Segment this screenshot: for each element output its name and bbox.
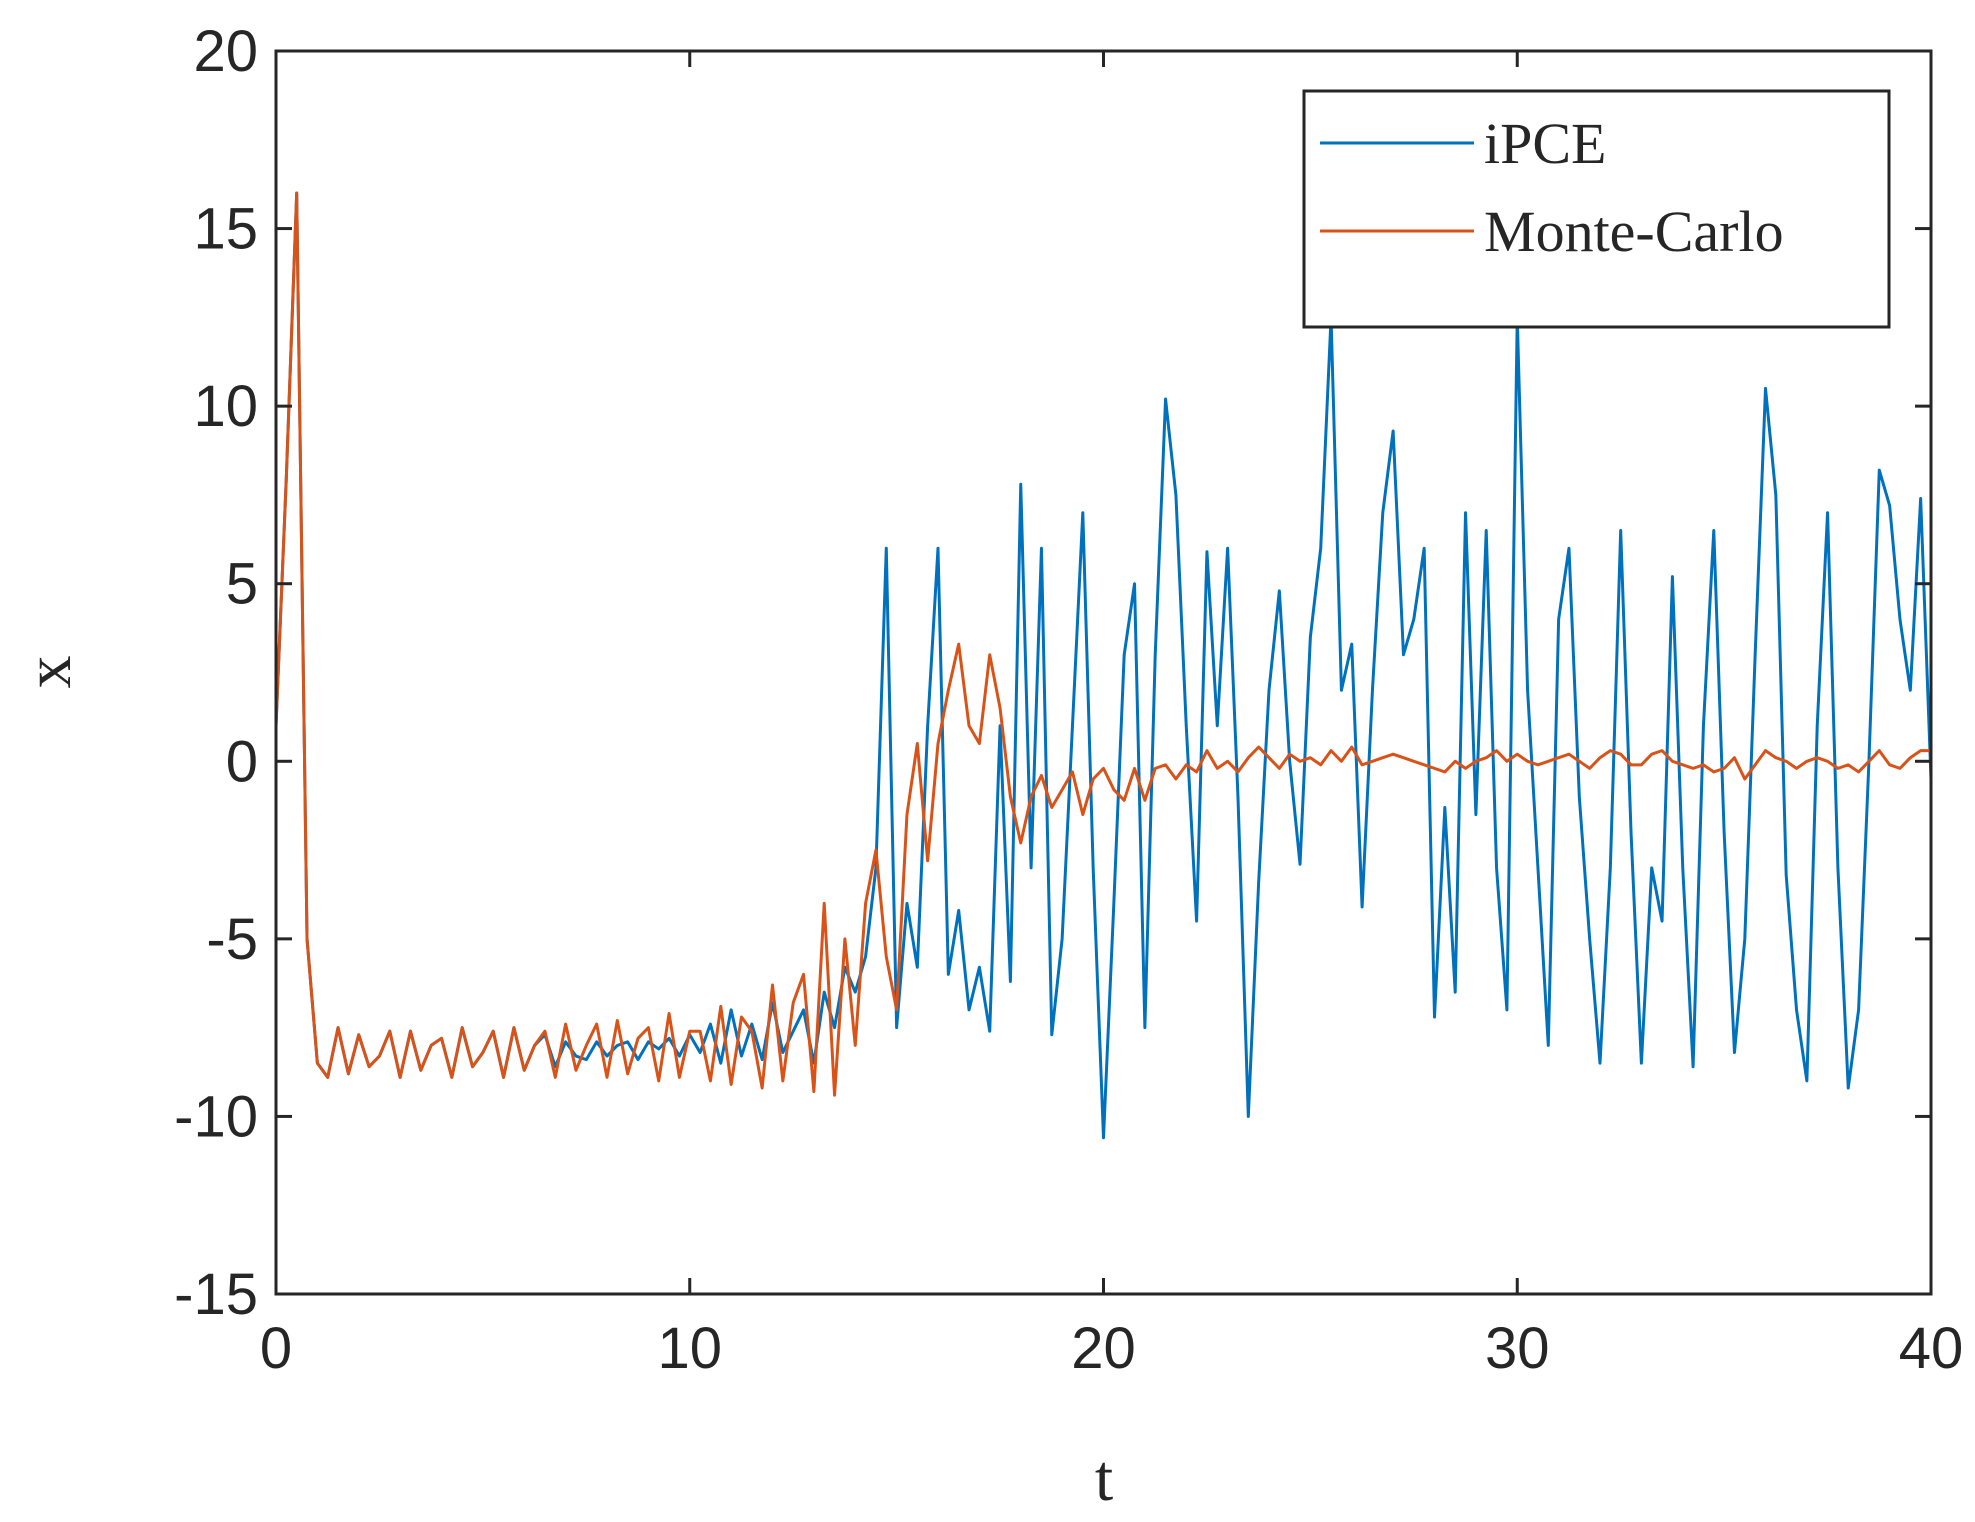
y-tick-label: 20 [193,19,258,84]
x-tick-label: 0 [260,1316,292,1381]
x-tick-label: 10 [657,1316,722,1381]
x-tick-label: 20 [1071,1316,1136,1381]
legend-label: iPCE [1484,111,1607,176]
y-tick-label: -5 [206,907,258,972]
y-axis-label: x [12,656,85,689]
x-tick-label: 30 [1485,1316,1550,1381]
legend-label: Monte-Carlo [1484,199,1784,264]
data-line [276,191,1931,1097]
y-tick-label: -10 [174,1084,258,1149]
y-tick-label: -15 [174,1262,258,1327]
legend-box [1302,89,1891,329]
y-tick-label: 15 [193,197,258,262]
x-axis-label: t [1095,1442,1113,1515]
y-tick-label: 0 [226,729,258,794]
plot-frame [274,49,1933,1296]
y-tick-label: 10 [193,374,258,439]
y-tick-label: 5 [226,552,258,617]
x-tick-label: 40 [1899,1316,1964,1381]
